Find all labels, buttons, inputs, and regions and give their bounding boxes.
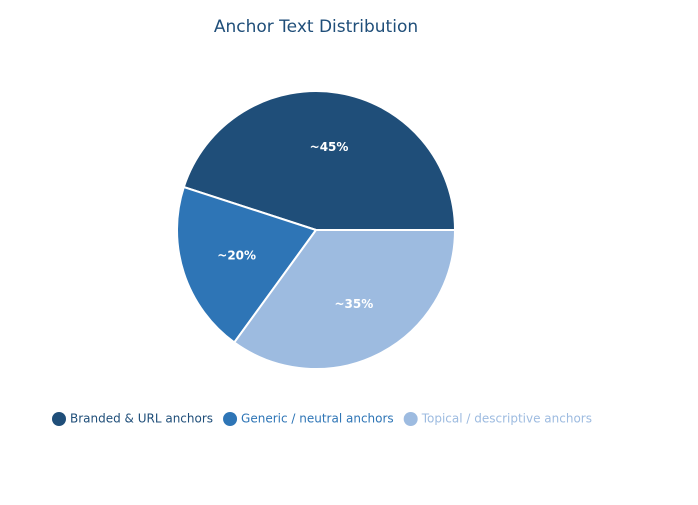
legend-label[interactable]: Branded & URL anchors	[70, 412, 213, 426]
chart-title: Anchor Text Distribution	[214, 17, 418, 37]
legend-marker[interactable]	[52, 412, 66, 426]
legend-marker[interactable]	[403, 412, 418, 426]
pie-slice	[176, 185, 318, 344]
legend-label[interactable]: Generic / neutral anchors	[241, 412, 394, 426]
legend-marker[interactable]	[223, 412, 238, 426]
slice-label: ~35%	[334, 297, 373, 311]
legend-label[interactable]: Topical / descriptive anchors	[421, 412, 592, 426]
slice-label: ~20%	[217, 248, 256, 262]
slice-label: ~45%	[310, 140, 349, 154]
pie-slice	[232, 229, 457, 370]
pie-slice	[182, 90, 457, 231]
